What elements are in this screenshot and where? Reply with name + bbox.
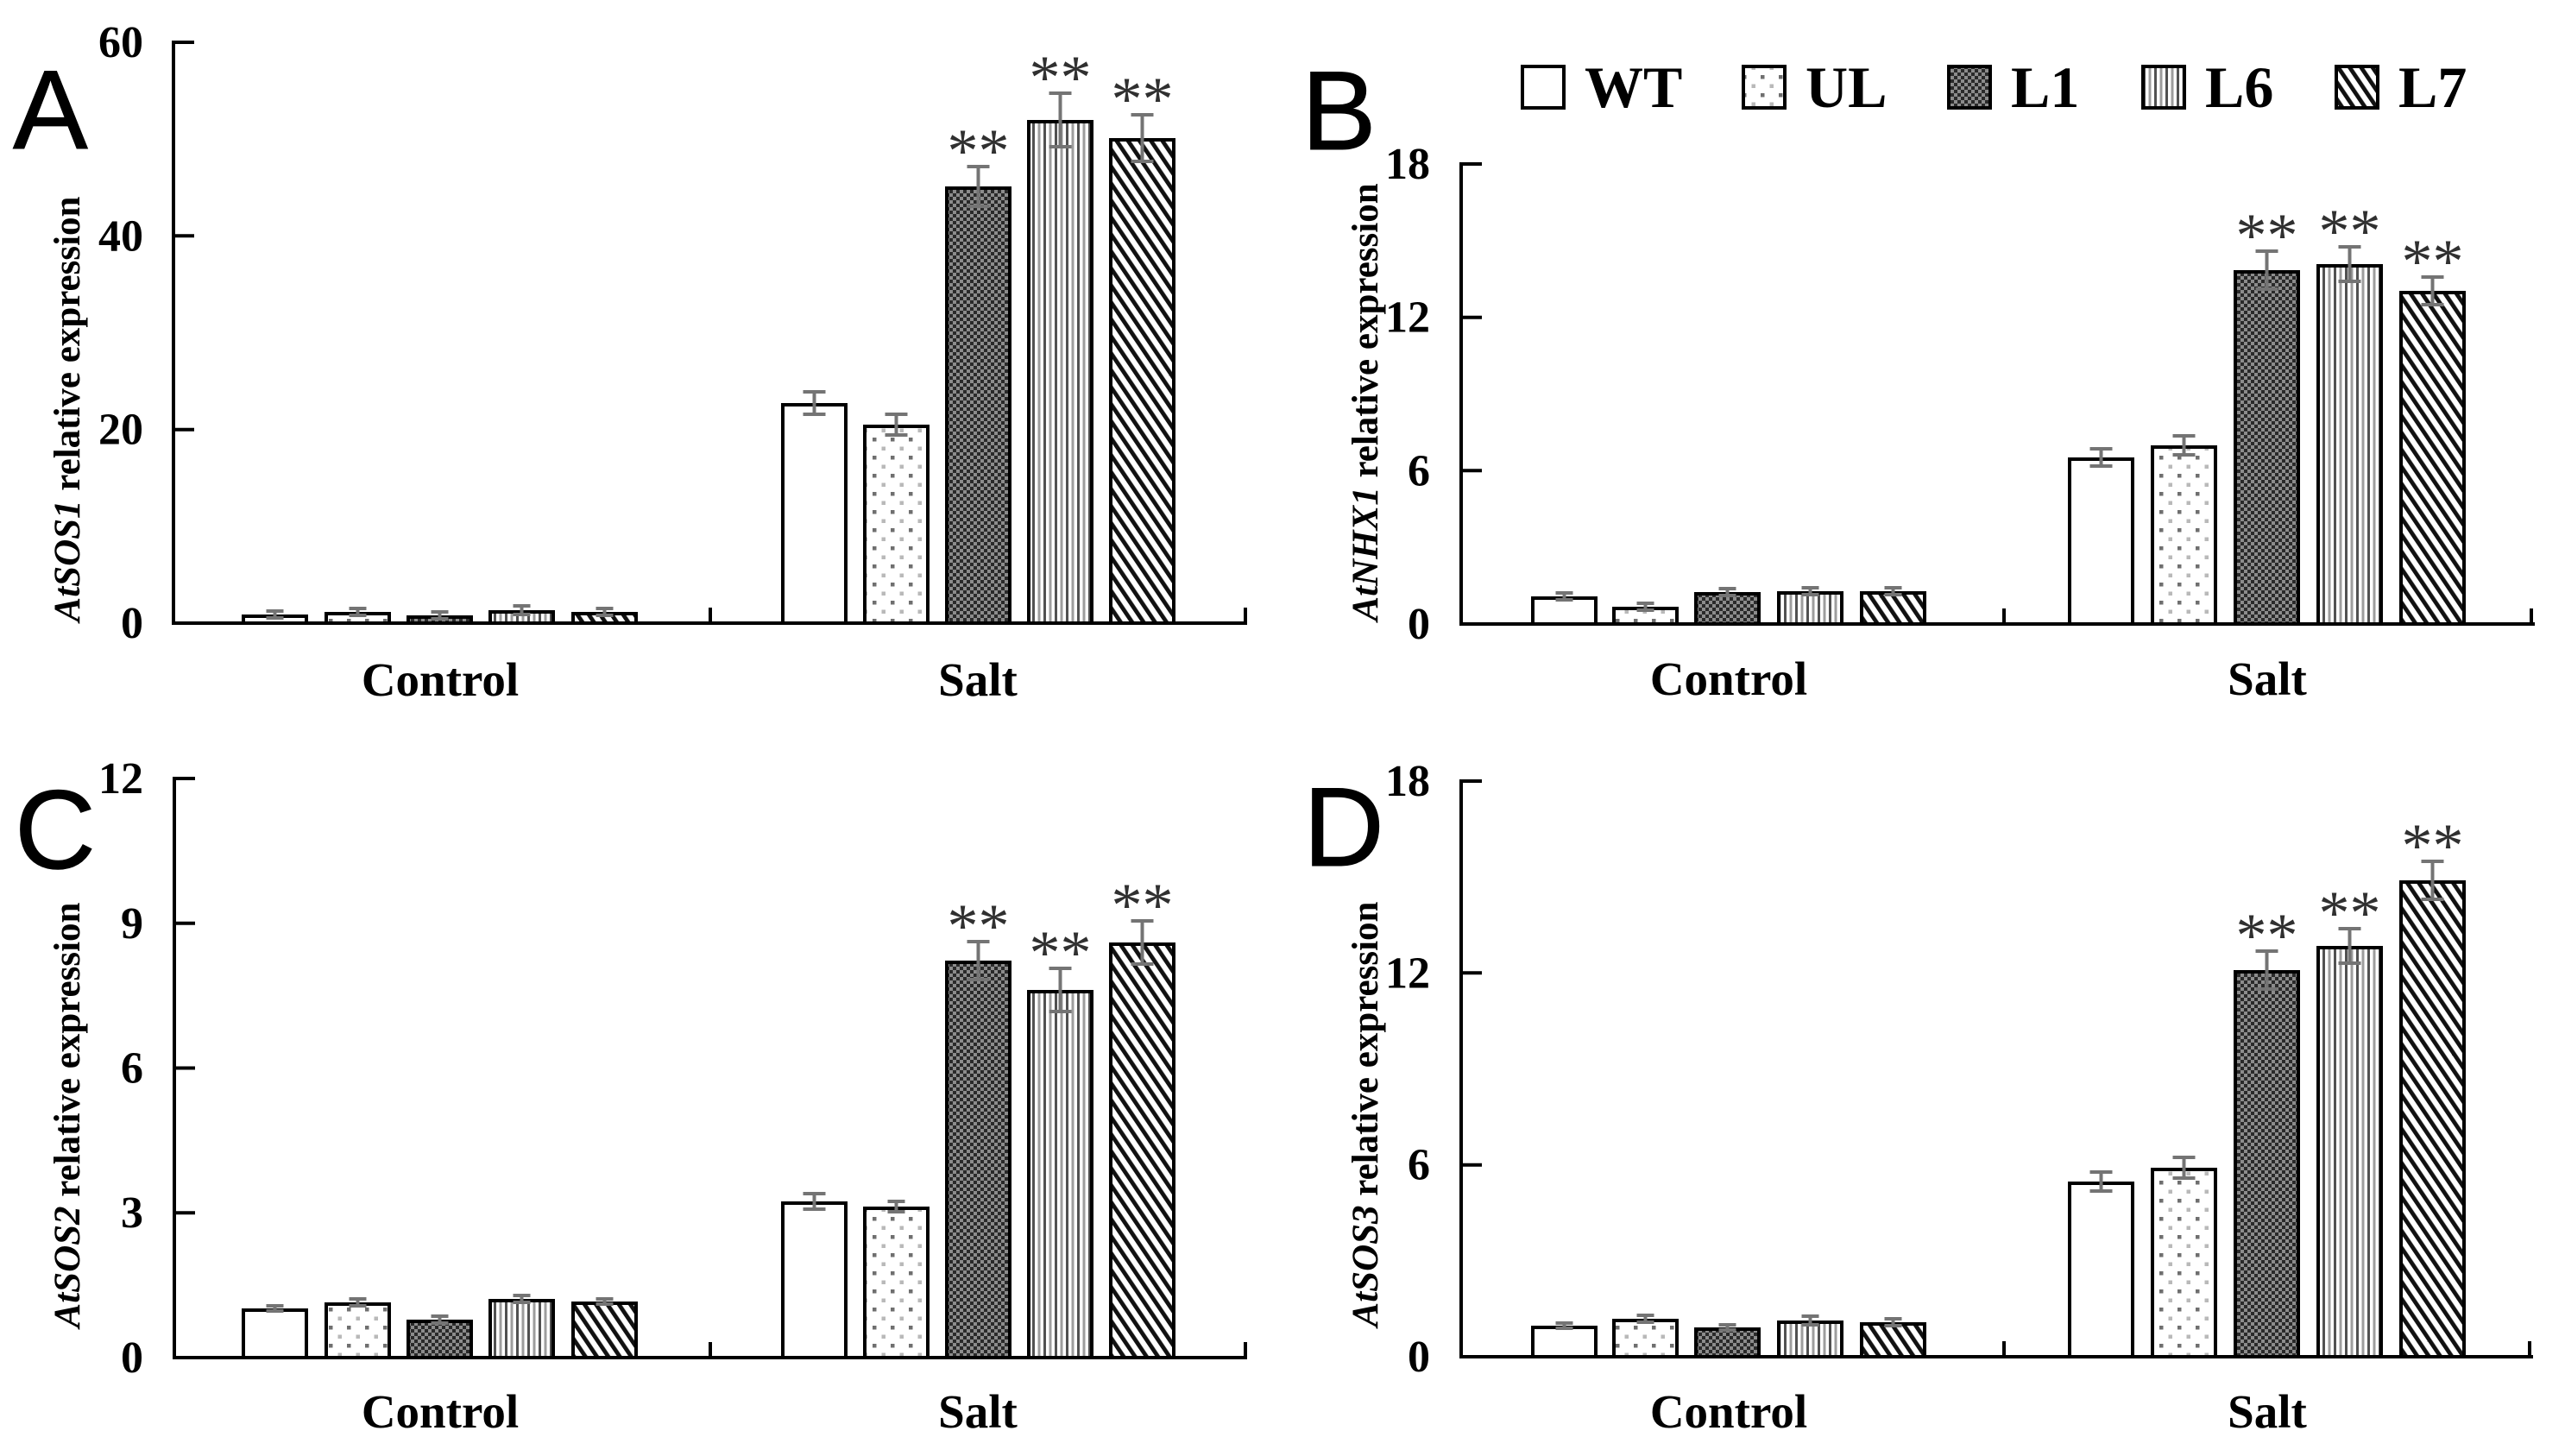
svg-text:**: **	[1030, 918, 1092, 987]
svg-text:0: 0	[121, 599, 143, 648]
svg-text:6: 6	[1408, 446, 1430, 495]
svg-text:9: 9	[121, 899, 143, 949]
svg-text:UL: UL	[1806, 54, 1887, 120]
svg-text:18: 18	[1385, 140, 1430, 189]
svg-text:**: **	[1112, 65, 1174, 134]
svg-text:**: **	[2236, 201, 2298, 270]
svg-text:AtNHX1 relative expression: AtNHX1 relative expression	[1346, 183, 1386, 623]
svg-text:L7: L7	[2398, 54, 2467, 120]
svg-text:12: 12	[1385, 293, 1430, 343]
svg-text:Control: Control	[1650, 652, 1807, 705]
svg-text:6: 6	[1408, 1141, 1430, 1190]
svg-text:3: 3	[121, 1188, 143, 1238]
svg-text:Salt: Salt	[938, 653, 1018, 706]
svg-text:6: 6	[121, 1044, 143, 1094]
svg-text:Control: Control	[362, 653, 519, 706]
svg-text:L1: L1	[2011, 54, 2079, 120]
svg-text:**: **	[2402, 811, 2464, 880]
svg-text:0: 0	[1408, 600, 1430, 649]
svg-text:**: **	[948, 117, 1010, 186]
svg-text:**: **	[2402, 227, 2464, 296]
svg-text:**: **	[948, 892, 1010, 961]
svg-text:0: 0	[121, 1333, 143, 1383]
svg-text:40: 40	[98, 211, 143, 261]
svg-text:20: 20	[98, 406, 143, 455]
svg-text:WT: WT	[1585, 54, 1682, 120]
svg-text:C: C	[15, 766, 96, 892]
svg-text:Salt: Salt	[2228, 652, 2307, 705]
svg-text:AtSOS1 relative expression: AtSOS1 relative expression	[47, 196, 88, 624]
svg-text:A: A	[13, 47, 88, 173]
svg-text:AtSOS3 relative expression: AtSOS3 relative expression	[1346, 901, 1386, 1329]
svg-text:18: 18	[1385, 757, 1430, 806]
svg-text:60: 60	[98, 18, 143, 67]
svg-text:12: 12	[1385, 949, 1430, 998]
svg-text:D: D	[1303, 764, 1384, 890]
svg-text:12: 12	[98, 754, 143, 804]
svg-text:**: **	[2236, 901, 2298, 970]
svg-text:Salt: Salt	[938, 1385, 1018, 1438]
svg-text:B: B	[1301, 47, 1377, 173]
svg-text:0: 0	[1408, 1333, 1430, 1382]
svg-text:**: **	[1112, 871, 1174, 940]
svg-text:**: **	[2319, 879, 2381, 948]
svg-text:Salt: Salt	[2228, 1385, 2307, 1438]
svg-text:**: **	[1030, 43, 1092, 112]
svg-text:Control: Control	[1650, 1385, 1807, 1438]
svg-text:**: **	[2319, 197, 2381, 266]
svg-text:Control: Control	[362, 1385, 519, 1438]
svg-text:AtSOS2 relative expression: AtSOS2 relative expression	[47, 902, 88, 1330]
svg-text:L6: L6	[2205, 54, 2273, 120]
